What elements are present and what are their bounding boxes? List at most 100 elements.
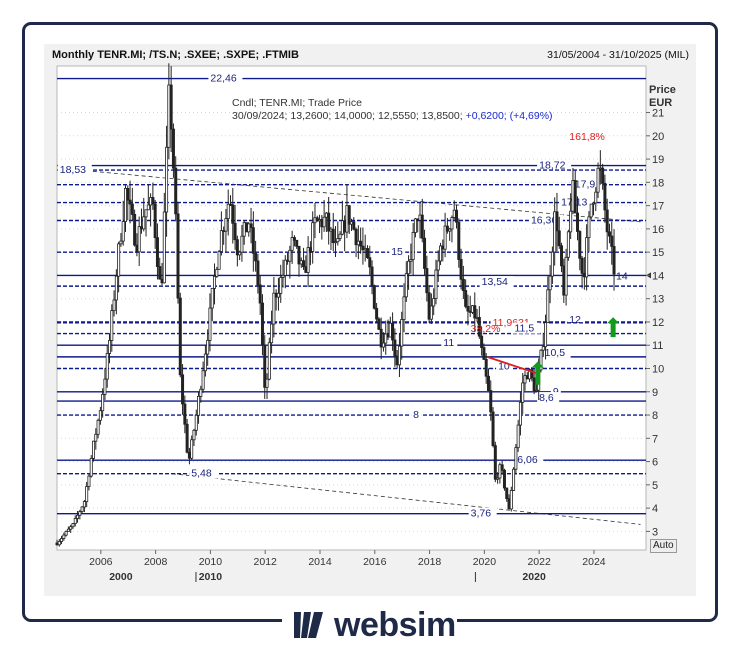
level-label-bg-13 (542, 346, 571, 358)
candle-body (162, 211, 166, 284)
candle-body (235, 239, 239, 256)
candle-body (69, 526, 73, 530)
candle-body (82, 501, 86, 508)
level-label-bg-18 (515, 454, 544, 466)
candle-body (110, 310, 114, 341)
candle-body (598, 167, 602, 170)
candle-body (429, 305, 433, 320)
candle-body (587, 216, 591, 239)
candle-body (400, 319, 404, 347)
level-label-2: 18,53 (60, 164, 86, 176)
candle-body (388, 322, 392, 338)
x-tick-label-2008: 2008 (144, 556, 168, 568)
level-label-8: 13,54 (482, 276, 508, 288)
level-label-bg-19 (189, 467, 218, 479)
fib-label-1: 38,2% (471, 323, 501, 335)
candle-body (178, 297, 182, 376)
candle-body (263, 344, 267, 388)
candle-body (254, 252, 258, 262)
candle-body (443, 225, 447, 250)
candle-body (464, 290, 468, 307)
y-tick-label-7: 7 (652, 433, 658, 445)
y-axis-unit: EUR (649, 97, 672, 109)
fib-label-0: 161,8% (569, 131, 605, 143)
candle-body (92, 440, 96, 459)
candle-body (539, 349, 543, 371)
x-tick-label-2012: 2012 (254, 556, 278, 568)
candle-body (375, 307, 379, 320)
candle-body (128, 199, 132, 205)
candle-body (562, 265, 566, 296)
candle-body (290, 237, 294, 251)
candle-body (55, 542, 59, 546)
level-label-bg-6 (389, 246, 406, 258)
candle-body (215, 268, 219, 277)
candle-body (612, 246, 616, 275)
up-arrow-1 (607, 317, 620, 338)
candle-body (409, 259, 413, 262)
candle-body (144, 209, 148, 218)
candle-body (480, 335, 484, 348)
candle-body (468, 310, 472, 313)
candle-body (573, 180, 577, 214)
y-tick-label-19: 19 (652, 154, 664, 166)
candle-body (338, 233, 342, 239)
candle-body (313, 217, 317, 224)
candle-body (352, 221, 356, 230)
candle-body (190, 439, 194, 459)
level-label-bg-2 (57, 164, 92, 176)
candle-body (297, 245, 301, 265)
candle-body (439, 245, 443, 262)
candle-body (171, 128, 175, 169)
candle-body (502, 469, 506, 489)
candle-body (213, 275, 217, 289)
candle-body (219, 230, 223, 252)
candle-body (491, 411, 495, 446)
auto-scale-button[interactable]: Auto (650, 539, 677, 553)
candle-body (507, 498, 511, 510)
level-label-16: 8,6 (539, 392, 554, 404)
candle-body (591, 202, 595, 205)
level-label-11: 11,5 (515, 323, 535, 335)
candle-body (295, 239, 299, 247)
candle-body (571, 180, 575, 212)
candle-body (274, 292, 278, 298)
candle-body (473, 305, 477, 319)
candle-body (231, 204, 235, 224)
level-label-0: 22,46 (210, 73, 236, 85)
candle-body (466, 306, 470, 312)
candle-body (514, 447, 518, 470)
x-tick-label-2018: 2018 (418, 556, 442, 568)
candle-body (258, 284, 262, 304)
candle-body (302, 260, 306, 268)
candle-body (121, 221, 125, 242)
x-tick-label-2014: 2014 (308, 556, 332, 568)
candle-body (89, 457, 93, 477)
candle-body (199, 388, 203, 397)
candle-body (580, 257, 584, 274)
candle-body (482, 347, 486, 360)
candle-body (66, 528, 70, 532)
candle-body (489, 390, 493, 413)
candle-body (475, 317, 479, 319)
candle-body (201, 370, 205, 390)
candle-body (610, 235, 614, 247)
candle-body (459, 259, 463, 280)
candle-body (477, 317, 481, 337)
candle-body (407, 260, 411, 275)
candle-body (210, 287, 214, 309)
level-label-17: 8 (413, 409, 419, 421)
candle-body (452, 209, 456, 218)
level-label-bg-5 (528, 214, 563, 226)
level-label-9: 12 (569, 314, 581, 326)
candle-body (336, 238, 340, 243)
candle-body (594, 191, 598, 204)
y-tick-label-8: 8 (652, 410, 658, 422)
level-label-bg-15 (550, 385, 561, 397)
candle-body (203, 353, 207, 372)
candle-body (548, 275, 552, 291)
candle-body (560, 245, 564, 267)
x-tick-label-2022: 2022 (527, 556, 551, 568)
candle-body (566, 231, 570, 258)
candle-body (315, 217, 319, 222)
